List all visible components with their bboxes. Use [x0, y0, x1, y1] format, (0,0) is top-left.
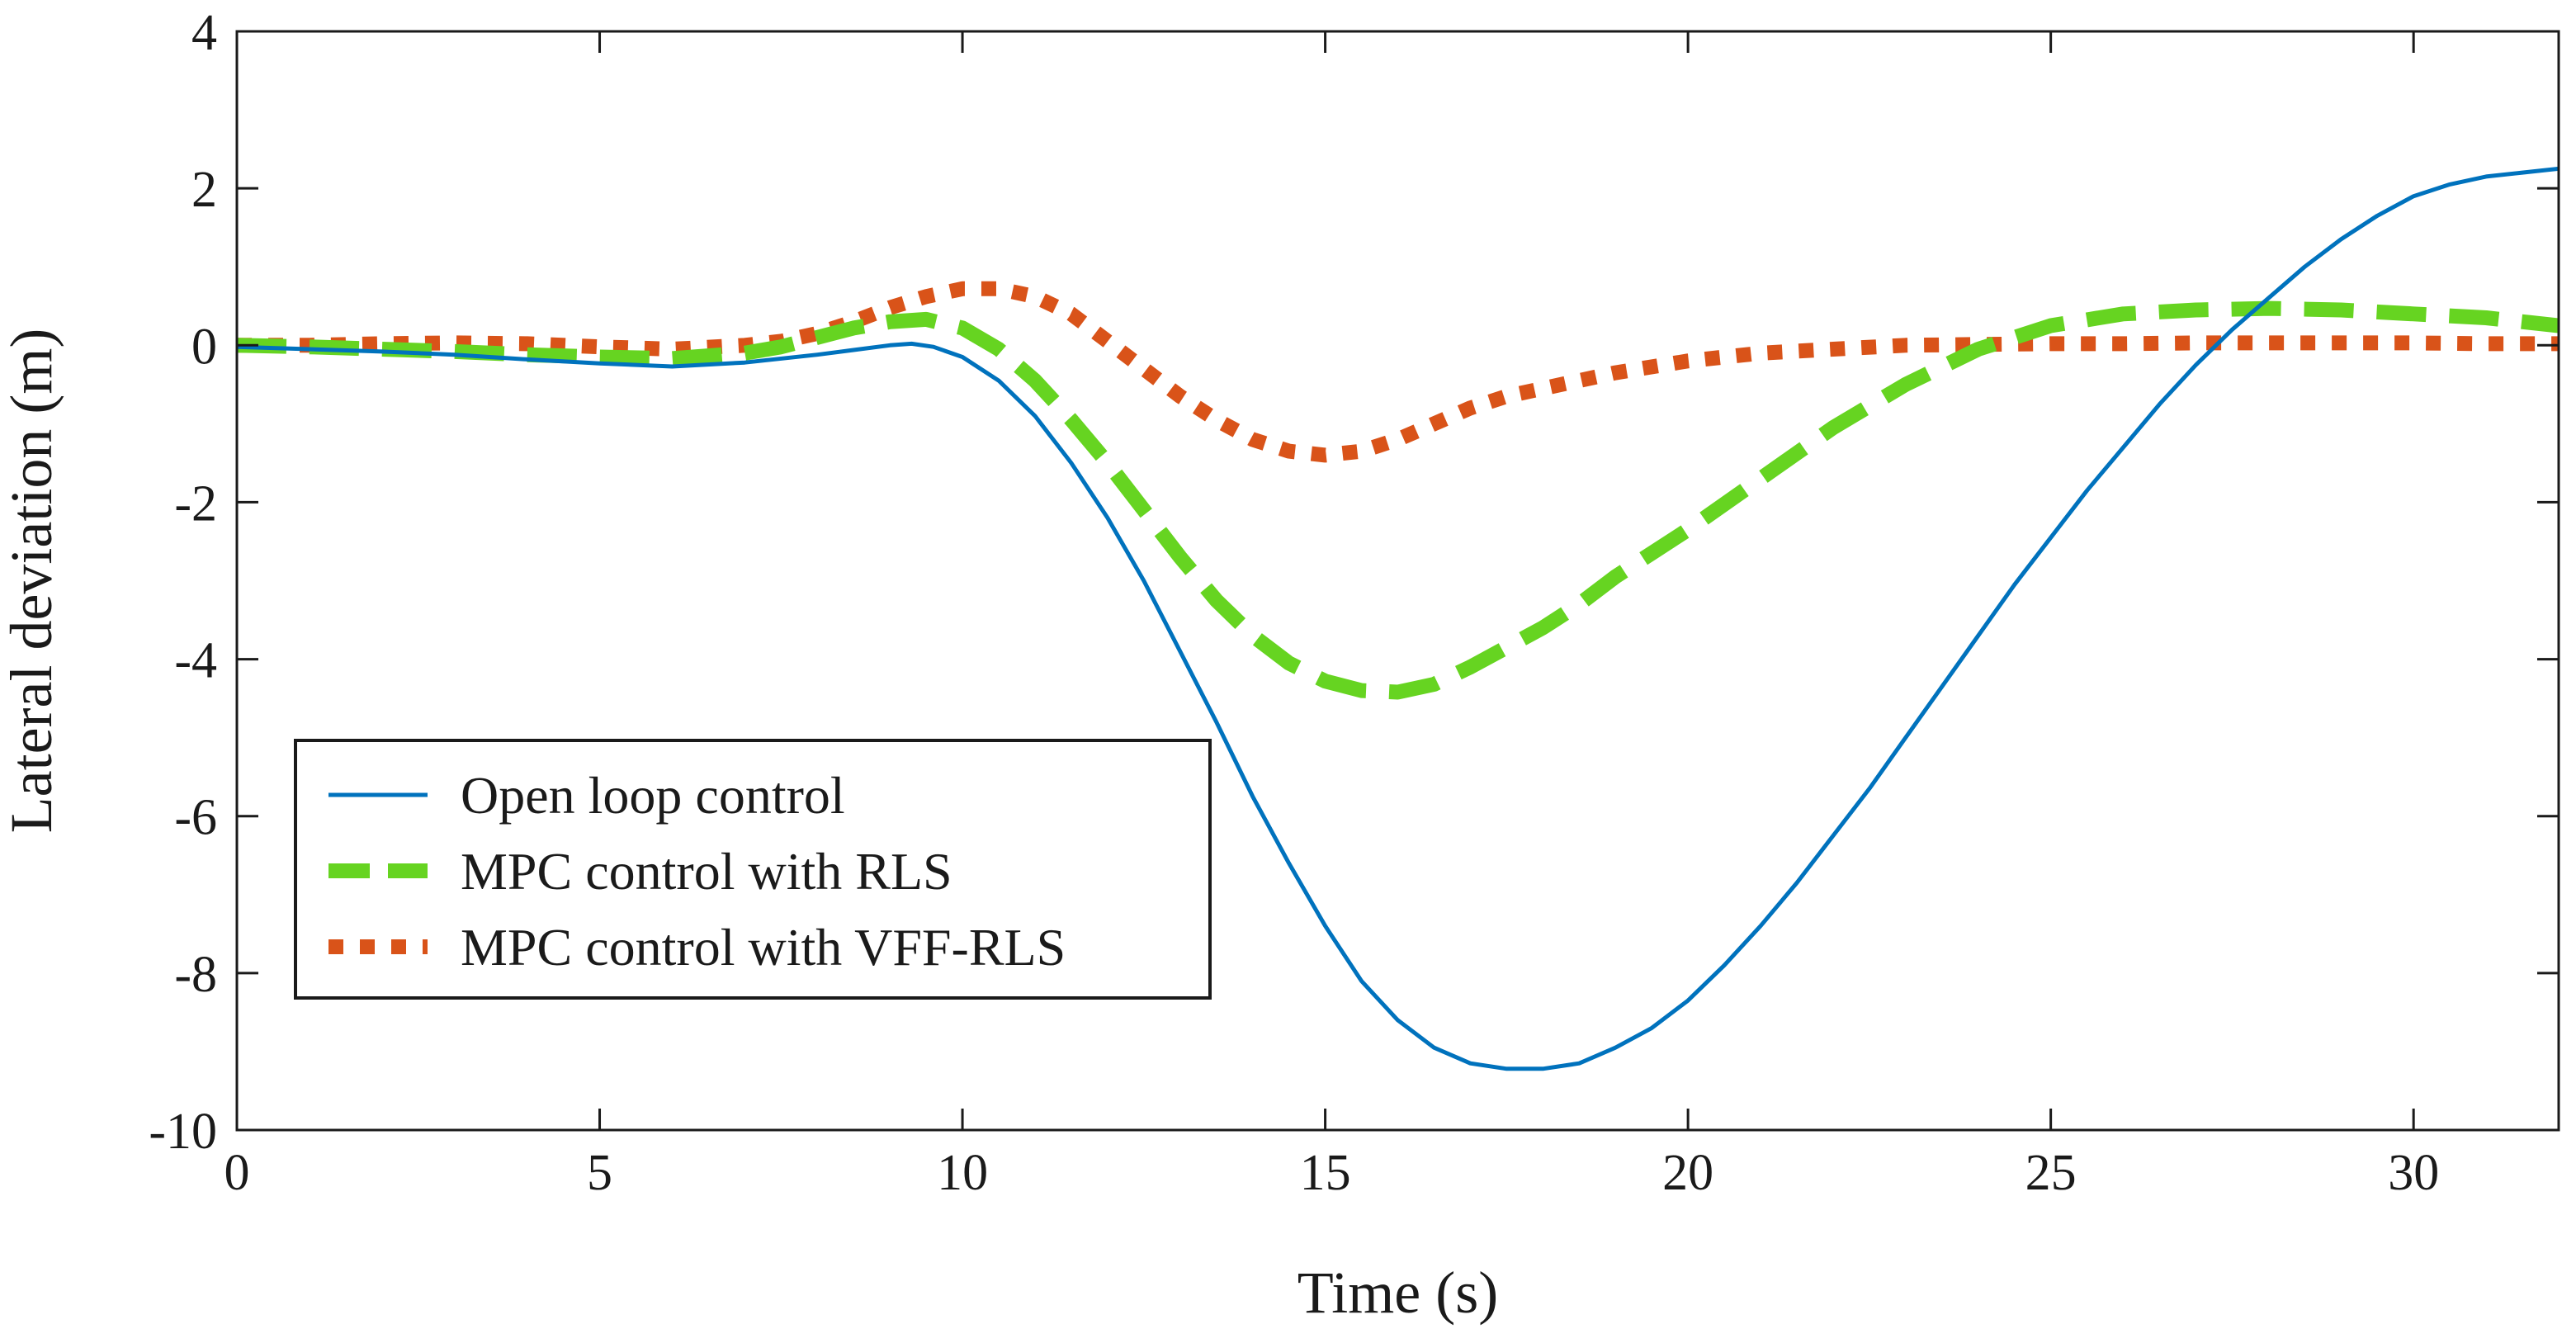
y-tick-label: -6	[174, 790, 217, 846]
x-tick-label: 15	[1300, 1145, 1351, 1201]
legend-label-1: MPC control with RLS	[461, 842, 952, 901]
y-tick-label: -10	[149, 1104, 217, 1160]
x-tick-label: 25	[2025, 1145, 2077, 1201]
legend: Open loop control MPC control with RLS MPC…	[294, 739, 1212, 1000]
legend-box	[294, 739, 1212, 1000]
y-tick-label: -4	[174, 633, 217, 689]
series-line-2	[237, 281, 2559, 463]
series-line-0	[237, 166, 2559, 1071]
y-axis-label: Lateral deviation (m)	[0, 329, 64, 834]
x-tick-label: 20	[1662, 1145, 1713, 1201]
y-tick-label: 2	[191, 162, 217, 218]
x-axis-label: Time (s)	[1297, 1260, 1498, 1326]
y-tick-label: 0	[191, 319, 217, 375]
y-tick-label: -8	[174, 947, 217, 1003]
y-tick-label: -2	[174, 475, 217, 532]
legend-label-0: Open loop control	[461, 766, 845, 825]
y-tick-label: 4	[191, 5, 217, 61]
legend-label-2: MPC control with VFF-RLS	[461, 918, 1066, 977]
x-tick-label: 0	[225, 1145, 250, 1201]
series-line-1	[237, 300, 2559, 700]
plot-frame	[235, 30, 2560, 1132]
x-tick-label: 10	[937, 1145, 988, 1201]
x-tick-label: 5	[587, 1145, 612, 1201]
x-tick-label: 30	[2388, 1145, 2439, 1201]
series-layer	[237, 166, 2559, 1071]
